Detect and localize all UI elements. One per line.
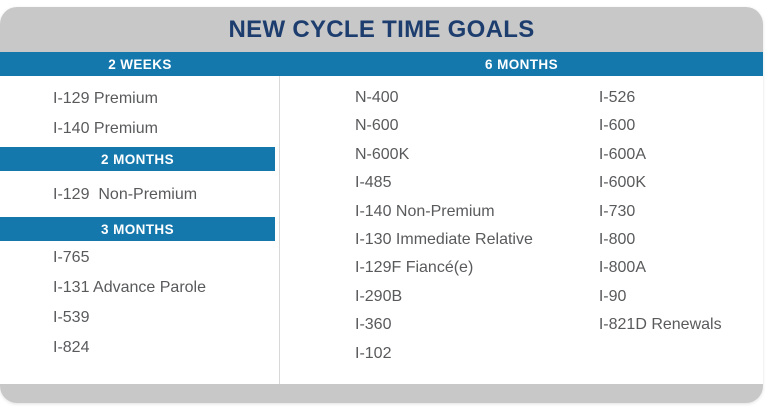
form-item: N-400 — [355, 89, 399, 106]
form-item: I-600 — [598, 117, 636, 135]
six-months-subcolumn-1: N-400 N-600 N-600K I-485 I-140 Non-Premi… — [280, 84, 533, 384]
form-item: I-485 — [355, 174, 392, 192]
six-months-subcolumn-2: I-526 I-600 I-600A I-600K I-730 I-800 I-… — [533, 84, 763, 384]
form-item: N-600 — [355, 117, 399, 135]
cycle-time-goals-card: NEW CYCLE TIME GOALS 2 WEEKS 6 MONTHS I-… — [0, 7, 763, 403]
section-header-2-months: 2 MONTHS — [0, 147, 275, 171]
column-header-bar: 2 WEEKS 6 MONTHS — [0, 52, 763, 76]
form-item: I-140 Non-Premium — [355, 202, 495, 220]
form-item: I-600K — [598, 174, 646, 192]
form-item: I-131 Advance Parole — [53, 279, 206, 296]
form-item: I-140 Premium — [53, 120, 158, 137]
form-item: I-730 — [598, 202, 636, 220]
form-item: I-360 — [355, 316, 392, 334]
form-item: I-526 — [598, 89, 636, 106]
form-item: N-600K — [355, 145, 410, 163]
six-months-column: N-400 N-600 N-600K I-485 I-140 Non-Premi… — [280, 76, 763, 384]
form-item: I-129 Premium — [53, 90, 158, 107]
form-item: I-539 — [53, 309, 90, 326]
column-header-6-months: 6 MONTHS — [485, 56, 558, 72]
left-column: I-129 Premium I-140 Premium 2 MONTHS I-1… — [0, 76, 280, 384]
form-item: I-130 Immediate Relative — [355, 230, 533, 248]
section-header-3-months: 3 MONTHS — [0, 217, 275, 241]
form-item: I-824 — [53, 339, 90, 356]
card-footer-band — [0, 384, 763, 403]
card-header-band: NEW CYCLE TIME GOALS — [0, 7, 763, 52]
form-item: I-800A — [598, 259, 646, 277]
table-body: I-129 Premium I-140 Premium 2 MONTHS I-1… — [0, 76, 763, 384]
form-item: I-800 — [598, 230, 636, 248]
form-item: I-600A — [598, 145, 646, 163]
form-item: I-821D Renewals — [598, 316, 722, 334]
form-item: I-290B — [355, 287, 403, 305]
form-item: I-765 — [53, 249, 90, 266]
form-item: I-129F Fiancé(e) — [355, 259, 474, 277]
form-item: I-129 Non-Premium — [53, 186, 198, 203]
form-item: I-102 — [355, 344, 392, 362]
form-item: I-90 — [598, 287, 627, 305]
column-header-2-weeks: 2 WEEKS — [108, 56, 172, 72]
page-title: NEW CYCLE TIME GOALS — [228, 15, 535, 43]
